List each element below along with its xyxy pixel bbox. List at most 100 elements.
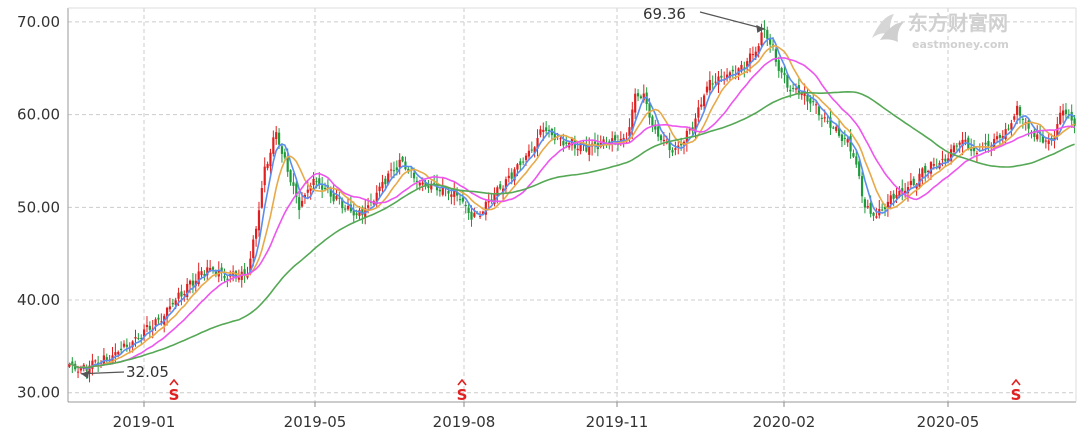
candle-body	[1033, 130, 1036, 138]
candle-body	[122, 343, 126, 347]
candle-body	[927, 170, 930, 172]
candle-body	[872, 212, 875, 216]
watermark-logo-icon	[872, 14, 904, 42]
candle-body	[602, 139, 605, 143]
candle-body	[114, 352, 117, 356]
annotation-min-label: 32.05	[126, 363, 169, 381]
candle-body	[832, 127, 835, 129]
candle-body	[628, 127, 631, 137]
candle-body	[203, 274, 206, 276]
watermark: 东方财富网 eastmoney.com	[872, 11, 1009, 51]
candle-body	[1073, 118, 1076, 126]
candle-body	[165, 307, 169, 319]
candle-body	[944, 158, 947, 162]
candle-body	[255, 228, 258, 239]
candle-body	[171, 302, 174, 305]
candle-body	[467, 207, 470, 213]
axis-frame	[67, 7, 1077, 403]
candle-body	[812, 101, 815, 103]
y-tick-label: 50.00	[17, 198, 60, 216]
candle-body	[507, 175, 510, 179]
candle-body	[984, 142, 987, 145]
candle-body	[1044, 140, 1047, 142]
s-marker-label: S	[1011, 386, 1022, 404]
x-tick-label: 2020-05	[917, 413, 980, 431]
candle-body	[154, 319, 157, 326]
candle-body	[260, 188, 263, 208]
candle-body	[490, 199, 493, 201]
candle-body	[88, 365, 91, 374]
candle-body	[792, 87, 795, 89]
candle-body	[634, 93, 637, 113]
candle-body	[588, 145, 591, 155]
candle-body	[1047, 140, 1050, 145]
candle-body	[837, 127, 841, 136]
candle-body	[174, 300, 177, 305]
candle-body	[1016, 105, 1019, 115]
candle-body	[516, 164, 519, 170]
candle-body	[754, 51, 757, 58]
candle-body	[94, 360, 97, 362]
candle-body	[280, 146, 284, 154]
candle-body	[134, 336, 137, 339]
candle-body	[191, 280, 195, 286]
candle-body	[76, 371, 80, 373]
candle-body	[631, 109, 634, 131]
candle-body	[688, 129, 691, 131]
candle-body	[412, 172, 416, 179]
candle-body	[461, 197, 464, 202]
candle-body	[611, 138, 614, 143]
candle-body	[355, 213, 358, 216]
candle-body	[823, 117, 826, 119]
candle-body	[746, 61, 749, 67]
y-axis-ticks: 30.00 40.00 50.00 60.00 70.00	[17, 13, 60, 402]
candle-body	[206, 267, 209, 276]
candle-body	[975, 152, 979, 154]
candle-body	[143, 329, 146, 337]
candle-body	[456, 192, 459, 196]
candle-body	[283, 152, 286, 158]
annotation-arrow	[699, 11, 765, 30]
x-tick-label: 2019-08	[433, 413, 496, 431]
candle-body	[504, 179, 508, 189]
candle-body	[522, 161, 525, 163]
candle-body	[875, 216, 878, 218]
candle-body	[932, 164, 935, 166]
candle-body	[447, 190, 450, 194]
candle-body	[576, 148, 579, 151]
candle-body	[79, 367, 83, 371]
candle-body	[536, 137, 539, 149]
x-tick-label: 2019-05	[284, 413, 347, 431]
y-tick-label: 30.00	[17, 384, 60, 402]
candle-body	[223, 275, 226, 279]
candle-body	[315, 181, 318, 183]
candle-body	[263, 166, 266, 186]
candle-body	[298, 197, 301, 210]
candle-body	[858, 161, 861, 177]
candle-body	[91, 360, 94, 369]
candle-body	[140, 337, 143, 339]
candle-body	[593, 141, 597, 144]
candle-body	[829, 117, 832, 128]
candle-body	[731, 69, 734, 72]
candle-body	[424, 182, 427, 187]
candle-body	[470, 211, 473, 220]
candle-body	[579, 142, 582, 152]
candle-body	[714, 81, 717, 83]
candle-body	[881, 209, 884, 211]
candle-body	[929, 162, 933, 174]
y-tick-label: 40.00	[17, 291, 60, 309]
candle-body	[269, 152, 272, 167]
candle-body	[272, 137, 275, 154]
candle-body	[481, 211, 485, 215]
candle-body	[972, 147, 976, 152]
candle-body	[318, 178, 321, 185]
candle-body	[949, 149, 953, 161]
candle-body	[964, 139, 967, 142]
x-tick-label: 2019-01	[113, 413, 176, 431]
candle-body	[728, 72, 732, 78]
watermark-cn: 东方财富网	[908, 11, 1008, 35]
candle-body	[450, 194, 453, 197]
candle-body	[774, 49, 777, 62]
candle-body	[815, 104, 818, 106]
